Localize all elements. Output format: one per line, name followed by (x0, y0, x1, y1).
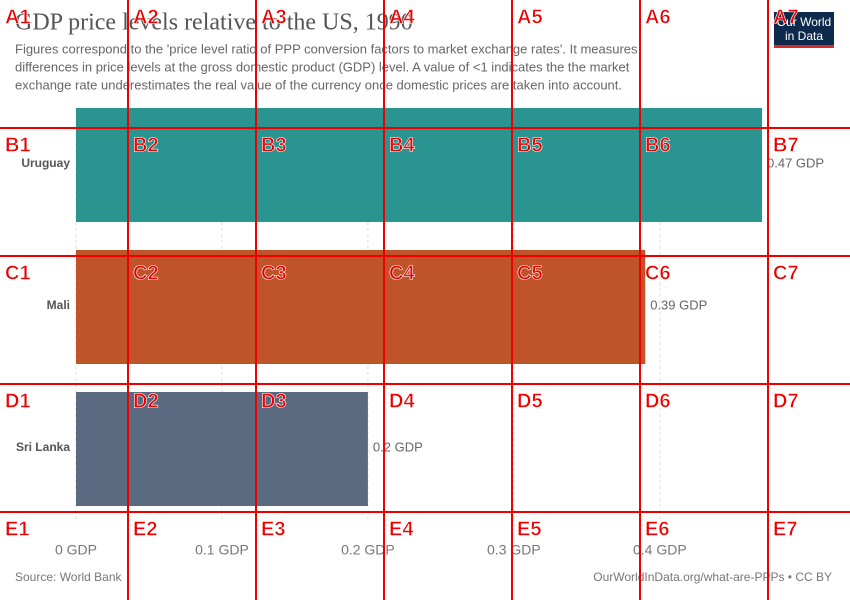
bar (76, 392, 368, 506)
overlay-label: A6 (645, 6, 671, 28)
value-label: 0.47 GDP (767, 155, 824, 170)
overlay-label: E5 (517, 518, 541, 540)
credit: OurWorldInData.org/what-are-PPPs • CC BY (593, 570, 832, 584)
x-tick-label: 0.3 GDP (487, 542, 541, 558)
overlay-label: C4 (389, 262, 415, 284)
x-tick-label: 0.1 GDP (195, 542, 249, 558)
category-label: Sri Lanka (16, 440, 70, 454)
category-label: Mali (47, 298, 70, 312)
logo-bar (774, 45, 834, 48)
overlay-label: A5 (517, 6, 543, 28)
overlay-label: C1 (5, 262, 31, 284)
x-tick-label: 0.4 GDP (633, 542, 687, 558)
overlay-label: D3 (261, 390, 287, 412)
subtitle: Figures correspond to the 'price level r… (15, 41, 638, 56)
subtitle: exchange rate underestimates the real va… (15, 77, 622, 92)
overlay-label: A2 (133, 6, 159, 28)
overlay-label: B4 (389, 134, 415, 156)
x-tick-label: 0 GDP (55, 542, 97, 558)
bar (76, 250, 646, 364)
logo (774, 12, 834, 48)
overlay-label: D2 (133, 390, 159, 412)
overlay-label: C6 (645, 262, 671, 284)
overlay-label: E6 (645, 518, 669, 540)
overlay-label: C7 (773, 262, 799, 284)
overlay-label: A7 (773, 6, 799, 28)
overlay-label: A3 (261, 6, 287, 28)
overlay-label: E2 (133, 518, 157, 540)
overlay-label: A4 (389, 6, 415, 28)
overlay-label: B1 (5, 134, 31, 156)
overlay-label: D5 (517, 390, 543, 412)
overlay-label: E4 (389, 518, 414, 540)
logo-text: Our World (777, 15, 831, 29)
overlay-label: B3 (261, 134, 287, 156)
source: Source: World Bank (15, 570, 122, 584)
overlay-label: D7 (773, 390, 799, 412)
overlay-label: B6 (645, 134, 671, 156)
chart-title: GDP price levels relative to the US, 199… (15, 10, 413, 36)
x-tick-label: 0.2 GDP (341, 542, 395, 558)
overlay-label: B2 (133, 134, 159, 156)
bar (76, 108, 762, 222)
overlay-label: D6 (645, 390, 671, 412)
subtitle: differences in price levels at the gross… (15, 59, 630, 74)
overlay-label: B5 (517, 134, 543, 156)
overlay-label: C5 (517, 262, 543, 284)
overlay-label: C2 (133, 262, 159, 284)
logo-text: in Data (785, 29, 823, 43)
overlay-label: E7 (773, 518, 797, 540)
overlay-label: D1 (5, 390, 31, 412)
overlay-label: B7 (773, 134, 799, 156)
value-label: 0.39 GDP (650, 297, 707, 312)
overlay-label: E3 (261, 518, 285, 540)
overlay-label: C3 (261, 262, 287, 284)
value-label: 0.2 GDP (373, 439, 423, 454)
overlay-label: D4 (389, 390, 415, 412)
overlay-label: E1 (5, 518, 29, 540)
category-label: Uruguay (21, 156, 70, 170)
overlay-label: A1 (5, 6, 31, 28)
